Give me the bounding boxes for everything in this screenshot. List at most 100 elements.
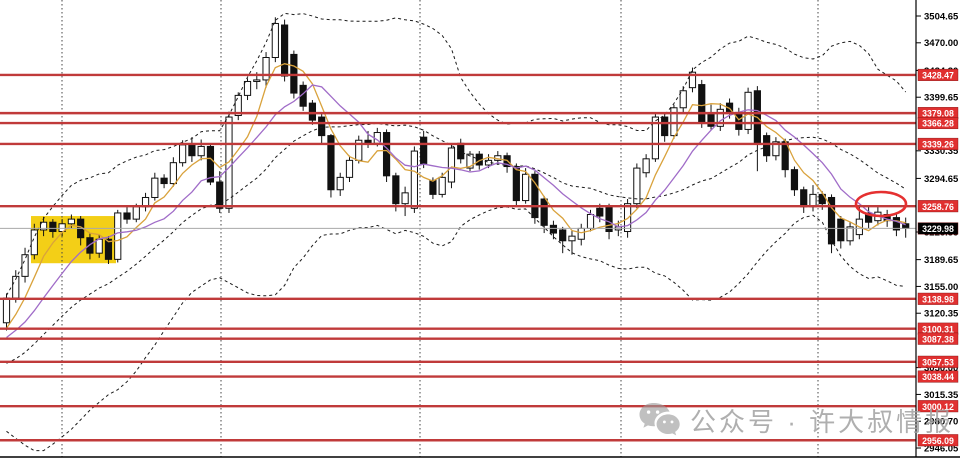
bull-candle bbox=[114, 212, 122, 260]
axis-tick-label: 2946.05 bbox=[924, 443, 959, 454]
price-label-text: 3366.28 bbox=[922, 119, 954, 129]
bear-candle bbox=[318, 116, 326, 137]
axis-tick-label: 3155.00 bbox=[924, 282, 958, 293]
bull-candle bbox=[132, 206, 140, 220]
bear-candle bbox=[160, 177, 168, 185]
bull-candle bbox=[262, 57, 270, 81]
bear-candle bbox=[512, 166, 520, 202]
price-label-text: 3087.38 bbox=[922, 334, 954, 344]
bull-candle bbox=[410, 150, 418, 209]
price-label-text: 3428.47 bbox=[922, 71, 954, 81]
bull-candle bbox=[225, 116, 233, 209]
bull-candle bbox=[30, 229, 38, 256]
bull-candle bbox=[670, 107, 678, 137]
price-label-text: 3038.44 bbox=[922, 372, 954, 382]
bull-candle bbox=[67, 218, 75, 225]
bull-candle bbox=[772, 141, 780, 157]
bear-candle bbox=[429, 179, 437, 195]
axis-tick-label: 3189.65 bbox=[924, 255, 959, 266]
bear-candle bbox=[707, 113, 715, 127]
bull-candle bbox=[586, 213, 595, 229]
axis-tick-label: 3330.35 bbox=[924, 146, 959, 157]
bull-candle bbox=[58, 223, 66, 233]
bear-candle bbox=[104, 238, 113, 260]
bear-candle bbox=[327, 135, 335, 191]
bull-candle bbox=[151, 177, 159, 198]
bull-candle bbox=[623, 203, 632, 233]
bull-candle bbox=[633, 167, 641, 205]
bull-candle bbox=[2, 297, 11, 324]
bull-candle bbox=[253, 79, 261, 82]
bull-candle bbox=[577, 227, 585, 240]
bull-candle bbox=[39, 221, 48, 231]
bear-candle bbox=[549, 224, 558, 234]
price-label-box bbox=[917, 68, 959, 81]
bollinger-lower-band bbox=[6, 206, 906, 452]
axis-tick-label: 3470.00 bbox=[924, 38, 958, 49]
price-label-text: 2956.09 bbox=[922, 436, 954, 446]
bear-candle bbox=[735, 111, 743, 130]
ma-fast-line bbox=[5, 63, 906, 329]
annotation-ellipse bbox=[854, 190, 908, 218]
bull-candle bbox=[688, 71, 697, 89]
bear-candle bbox=[49, 221, 57, 233]
price-label-box bbox=[917, 200, 959, 213]
bear-candle bbox=[457, 142, 465, 160]
bull-candle bbox=[21, 254, 29, 277]
price-label-text: 3229.98 bbox=[922, 224, 954, 234]
bull-candle bbox=[401, 192, 409, 205]
price-label-box bbox=[917, 222, 959, 235]
bear-candle bbox=[800, 189, 808, 208]
bear-candle bbox=[818, 193, 826, 205]
bull-candle bbox=[197, 145, 205, 157]
bull-candle bbox=[466, 153, 474, 169]
price-label-box bbox=[917, 117, 959, 130]
bull-candle bbox=[438, 176, 446, 195]
bollinger-upper-band bbox=[6, 12, 907, 296]
price-label-box bbox=[917, 355, 959, 368]
axis-tick-label: 3504.65 bbox=[924, 11, 959, 22]
price-label-text: 3000.12 bbox=[922, 402, 954, 412]
price-label-text: 3339.26 bbox=[922, 140, 954, 150]
price-label-text: 3379.08 bbox=[922, 109, 954, 119]
bear-candle bbox=[392, 175, 400, 205]
axis-tick-label: 3015.35 bbox=[924, 390, 959, 401]
bear-candle bbox=[698, 84, 706, 123]
bull-candle bbox=[234, 94, 242, 117]
bull-candle bbox=[336, 176, 344, 191]
bear-candle bbox=[605, 206, 613, 233]
axis-tick-label: 3294.65 bbox=[924, 174, 959, 185]
bull-candle bbox=[642, 158, 650, 174]
price-label-box bbox=[917, 434, 959, 447]
axis-tick-label: 2980.70 bbox=[924, 417, 958, 428]
bull-candle bbox=[95, 238, 103, 254]
price-label-box bbox=[917, 370, 959, 383]
bear-candle bbox=[827, 196, 836, 245]
axis-tick-label: 3399.65 bbox=[924, 93, 959, 104]
price-level-lines bbox=[0, 73, 916, 442]
bear-candle bbox=[559, 229, 567, 242]
bull-candle bbox=[651, 116, 659, 160]
price-label-box bbox=[917, 332, 959, 345]
axis-tick-label: 3050.00 bbox=[924, 363, 958, 374]
bull-candle bbox=[179, 144, 187, 164]
bull-candle bbox=[568, 235, 576, 242]
bear-candle bbox=[216, 181, 224, 209]
bear-candle bbox=[206, 145, 215, 183]
bull-candle bbox=[447, 147, 456, 183]
bear-candle bbox=[790, 169, 799, 191]
bear-candle bbox=[892, 217, 901, 231]
bull-candle bbox=[809, 193, 817, 208]
price-label-text: 3100.31 bbox=[922, 324, 954, 334]
bear-candle bbox=[382, 132, 391, 177]
bear-candle bbox=[661, 116, 669, 137]
price-label-text: 3057.53 bbox=[922, 357, 954, 367]
price-label-box bbox=[917, 137, 959, 150]
axis-tick-label: 3120.35 bbox=[924, 309, 959, 320]
bull-candle bbox=[169, 162, 177, 185]
bull-candle bbox=[345, 159, 354, 178]
bear-candle bbox=[596, 207, 604, 217]
